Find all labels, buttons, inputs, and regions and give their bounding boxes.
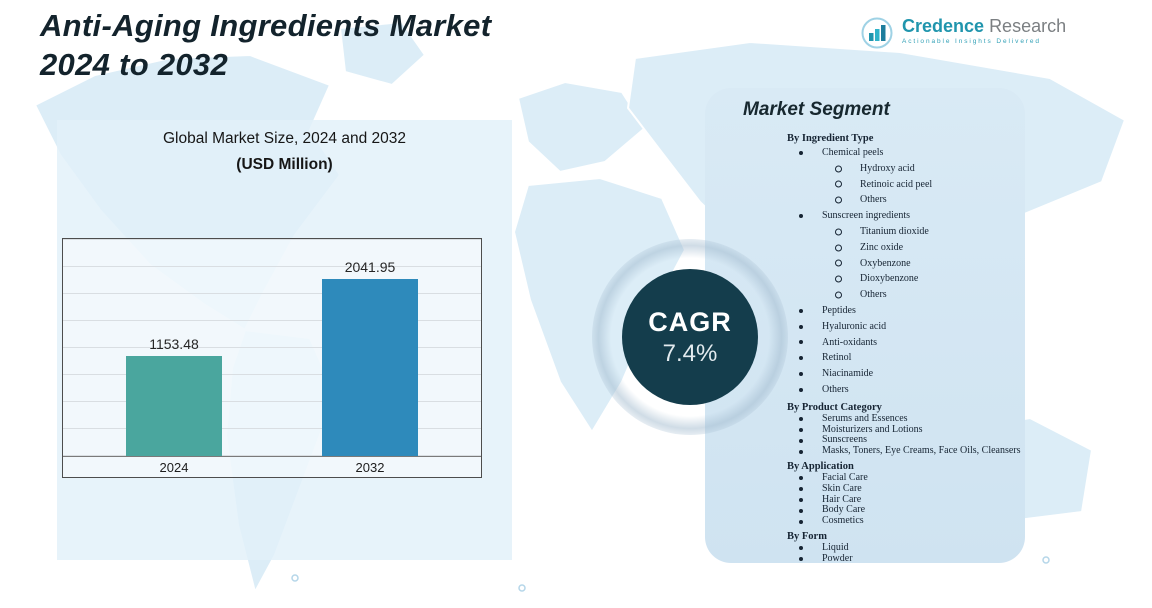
logo-tagline: Actionable Insights Delivered	[902, 38, 1041, 45]
segment-subitem: Dioxybenzone	[705, 271, 1025, 287]
segment-item: Niacinamide	[705, 366, 1025, 382]
segment-item: Hair Care	[705, 494, 1025, 506]
bar-chart: 1153.48 2041.95 2024 2032	[62, 238, 482, 478]
page-title-line1: Anti-Aging Ingredients Market	[40, 8, 492, 43]
bar-column: 2041.95	[322, 259, 418, 456]
page-title: Anti-Aging Ingredients Market 2024 to 20…	[40, 6, 491, 84]
logo-name: Credence Research	[902, 16, 1066, 36]
logo-name-secondary: Research	[989, 16, 1067, 36]
segment-item: Sunscreen ingredients	[705, 208, 1025, 224]
chart-subtitle: Global Market Size, 2024 and 2032 (USD M…	[57, 130, 512, 174]
chart-axis-labels: 2024 2032	[63, 460, 481, 475]
segment-item: Anti-oxidants	[705, 335, 1025, 351]
segment-subitem: Oxybenzone	[705, 256, 1025, 272]
bar-value-label: 1153.48	[149, 336, 199, 352]
logo-name-primary: Credence	[902, 16, 985, 36]
bar-column: 1153.48	[126, 336, 222, 456]
segment-item: Body Care	[705, 505, 1025, 516]
segment-item: Serums and Essences	[705, 413, 1025, 425]
segment-item: Moisturizers and Lotions	[705, 424, 1025, 436]
axis-category-label: 2024	[159, 460, 189, 475]
segment-group-heading: By Product Category	[787, 401, 882, 413]
segment-item: Cosmetics	[705, 515, 1025, 527]
segment-item: Peptides	[705, 303, 1025, 319]
segment-item: Powder	[705, 553, 1025, 563]
chart-subtitle-line2: (USD Million)	[236, 156, 333, 173]
segment-item: Skin Care	[705, 483, 1025, 495]
segment-item: Retinol	[705, 350, 1025, 366]
bar-chart-icon	[861, 17, 893, 49]
segment-subitem: Hydroxy acid	[705, 161, 1025, 177]
segment-item: Liquid	[705, 542, 1025, 554]
axis-category-label: 2032	[355, 460, 385, 475]
segment-item: Hyaluronic acid	[705, 319, 1025, 335]
segment-list: By Ingredient Type Chemical peels Hydroxy …	[705, 132, 1025, 563]
map-island-dot	[291, 574, 299, 582]
segment-subitem: Zinc oxide	[705, 240, 1025, 256]
segment-item: Others	[705, 382, 1025, 398]
bar	[126, 356, 222, 456]
credence-research-logo: Credence Research Actionable Insights De…	[860, 16, 1066, 50]
segment-group: By Product Category Serums and Essences Mo…	[705, 401, 1025, 457]
map-island-dot	[1042, 556, 1050, 564]
chart-subtitle-line1: Global Market Size, 2024 and 2032	[163, 130, 406, 147]
bar-value-label: 2041.95	[344, 259, 396, 275]
segment-subitem: Others	[705, 287, 1025, 303]
segment-group-heading: By Form	[787, 530, 827, 542]
map-europe	[517, 81, 646, 173]
bar	[322, 279, 418, 456]
cagr-badge: CAGR 7.4%	[592, 239, 788, 435]
segment-group: By Application Facial Care Skin Care Hair C…	[705, 460, 1025, 527]
logo-text: Credence Research Actionable Insights De…	[902, 16, 1066, 45]
segment-item: Sunscreens	[705, 435, 1025, 446]
segment-item: Masks, Toners, Eye Creams, Face Oils, Cl…	[705, 445, 1025, 457]
segment-group: By Ingredient Type Chemical peels Hydroxy …	[705, 132, 1025, 398]
segment-item: Chemical peels	[705, 145, 1025, 161]
chart-plot: 1153.48 2041.95	[63, 239, 481, 457]
cagr-label: CAGR	[648, 306, 732, 337]
page-title-line2: 2024 to 2032	[40, 47, 229, 82]
segment-subitem: Titanium dioxide	[705, 224, 1025, 240]
segment-group-heading: By Ingredient Type	[787, 133, 874, 144]
map-island-dot	[518, 584, 526, 592]
segment-panel-title: Market Segment	[743, 99, 890, 120]
segment-subitem: Retinoic acid peel	[705, 177, 1025, 193]
segment-group: By Form Liquid Powder	[705, 530, 1025, 563]
segment-group-heading: By Application	[787, 460, 854, 472]
segment-subitem: Others	[705, 192, 1025, 208]
map-greenland	[339, 21, 426, 86]
cagr-value: 7.4%	[662, 339, 718, 367]
segment-item: Facial Care	[705, 472, 1025, 484]
market-segment-panel: Market Segment By Ingredient Type Chemica…	[705, 88, 1025, 563]
